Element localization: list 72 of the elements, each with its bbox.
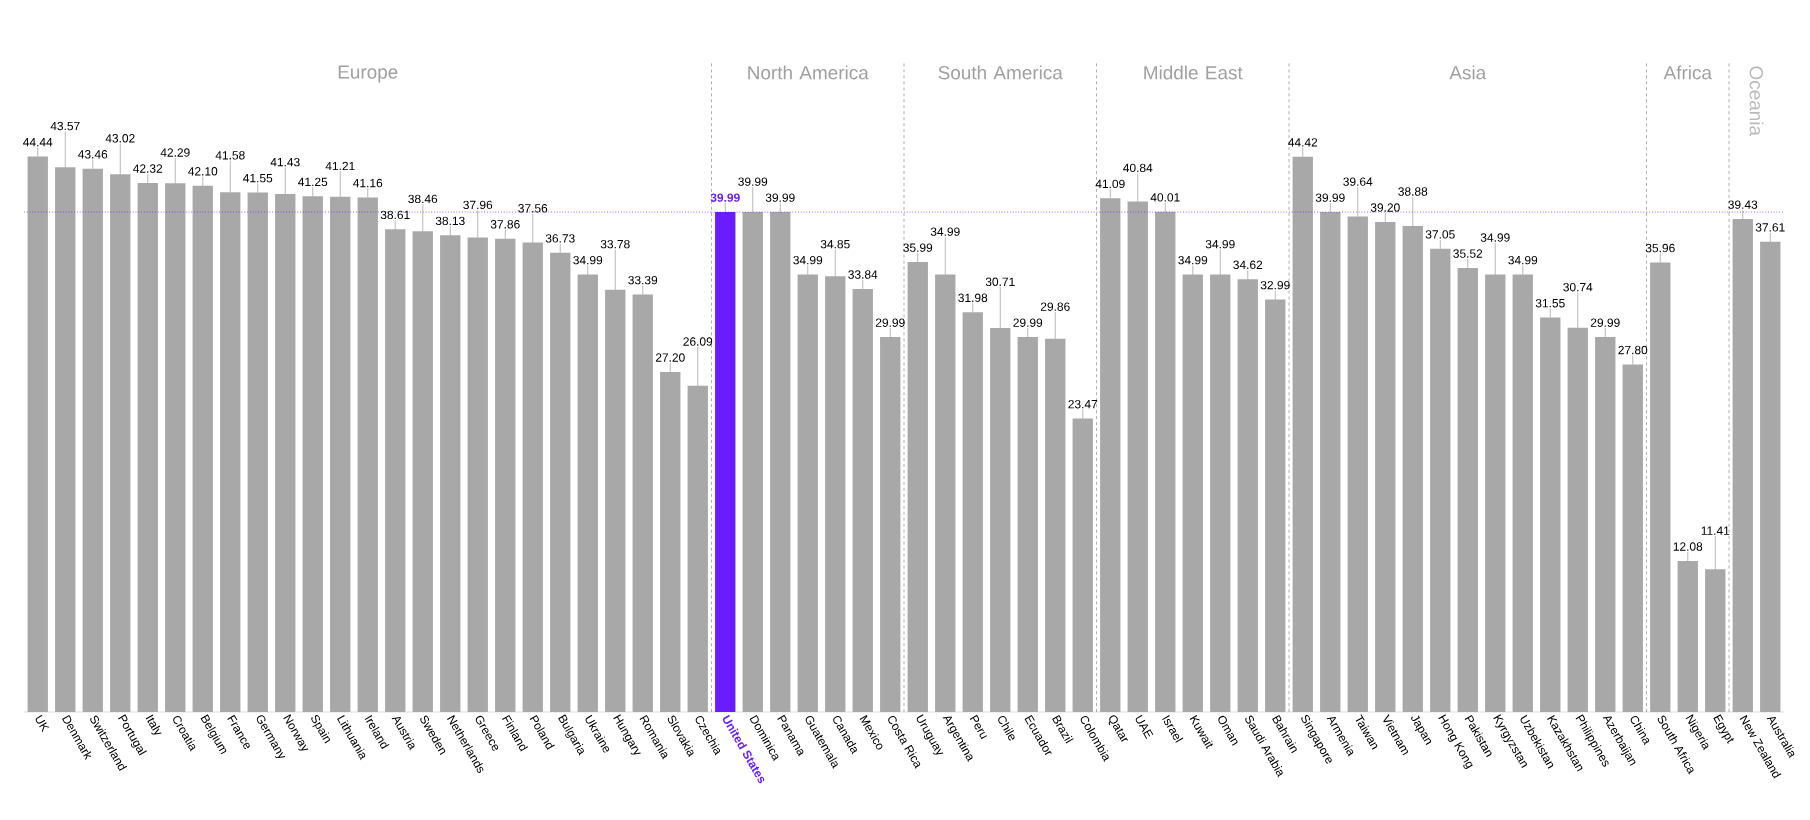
data-label: 43.46	[78, 150, 108, 159]
data-label: 32.99	[1260, 280, 1290, 290]
data-label: 36.73	[545, 234, 575, 243]
data-label: 34.99	[930, 227, 960, 236]
data-label: 34.99	[1205, 239, 1235, 249]
data-label: 41.09	[1095, 179, 1125, 189]
data-label: 44.42	[1288, 138, 1318, 147]
data-label: 34.99	[1178, 255, 1208, 265]
data-label: 41.16	[353, 178, 383, 188]
data-label: 43.57	[50, 121, 80, 131]
data-label: 37.86	[490, 220, 520, 229]
x-tick-label: UK	[35, 714, 50, 733]
data-label: 37.05	[1425, 230, 1455, 239]
data-label: 41.43	[270, 157, 300, 167]
data-label: 41.55	[243, 174, 273, 183]
data-label: 34.99	[1508, 255, 1538, 265]
data-label: 39.20	[1370, 203, 1400, 212]
chart-title: South America	[938, 65, 1063, 80]
data-label: 39.99	[1315, 193, 1345, 202]
data-label: 39.99	[738, 177, 768, 186]
chart-title: Middle East	[1144, 65, 1243, 80]
data-label: 37.56	[518, 204, 548, 213]
data-label: 39.99	[710, 193, 740, 202]
data-label: 33.78	[600, 239, 630, 249]
data-label: 38.88	[1398, 187, 1428, 196]
data-label: 33.84	[848, 270, 878, 279]
data-label: 35.99	[903, 243, 933, 252]
data-label: 30.74	[1563, 282, 1593, 292]
data-label: 12.08	[1673, 542, 1703, 551]
data-label: 29.86	[1040, 302, 1070, 311]
data-label: 42.29	[160, 148, 190, 157]
data-label: 34.62	[1233, 260, 1263, 269]
data-label: 35.52	[1453, 249, 1483, 258]
data-label: 34.99	[1480, 233, 1510, 242]
data-label: 38.61	[380, 210, 410, 220]
data-label: 31.98	[958, 293, 988, 302]
data-label: 39.64	[1343, 177, 1373, 186]
data-label: 26.09	[683, 337, 713, 346]
data-label: 39.99	[765, 193, 795, 202]
data-label: 11.41	[1701, 526, 1730, 535]
chart-title: Europe	[338, 65, 398, 83]
chart-title: Oceania	[1749, 66, 1764, 137]
data-label: 29.99	[1590, 318, 1620, 327]
data-label: 43.02	[105, 134, 135, 143]
data-label: 23.47	[1068, 399, 1098, 409]
data-label: 34.99	[573, 255, 603, 265]
data-label: 41.25	[298, 177, 328, 187]
data-label: 44.44	[23, 138, 53, 147]
data-label: 41.21	[325, 161, 355, 171]
chart-title: North America	[748, 65, 869, 80]
data-label: 33.39	[628, 275, 658, 285]
data-label: 37.96	[463, 200, 493, 210]
data-label: 40.84	[1123, 163, 1153, 173]
data-label: 38.13	[435, 216, 465, 226]
chart-title: Africa	[1663, 65, 1712, 80]
chart-title: Asia	[1449, 65, 1487, 80]
data-label: 29.99	[1013, 318, 1043, 327]
data-label: 41.58	[215, 151, 245, 160]
data-label: 42.32	[133, 164, 163, 173]
data-label: 35.96	[1645, 243, 1675, 253]
data-label: 30.71	[985, 277, 1015, 286]
data-label: 39.43	[1728, 200, 1758, 209]
data-label: 37.61	[1755, 223, 1785, 232]
data-label: 38.46	[408, 194, 438, 204]
data-label: 31.55	[1535, 298, 1565, 308]
data-label: 29.99	[875, 318, 905, 327]
data-label: 34.85	[820, 239, 850, 249]
data-label: 40.01	[1150, 193, 1180, 202]
data-label: 42.10	[188, 167, 218, 176]
data-label: 34.99	[793, 255, 823, 265]
data-label: 27.20	[655, 353, 685, 362]
data-label: 27.80	[1618, 345, 1648, 355]
